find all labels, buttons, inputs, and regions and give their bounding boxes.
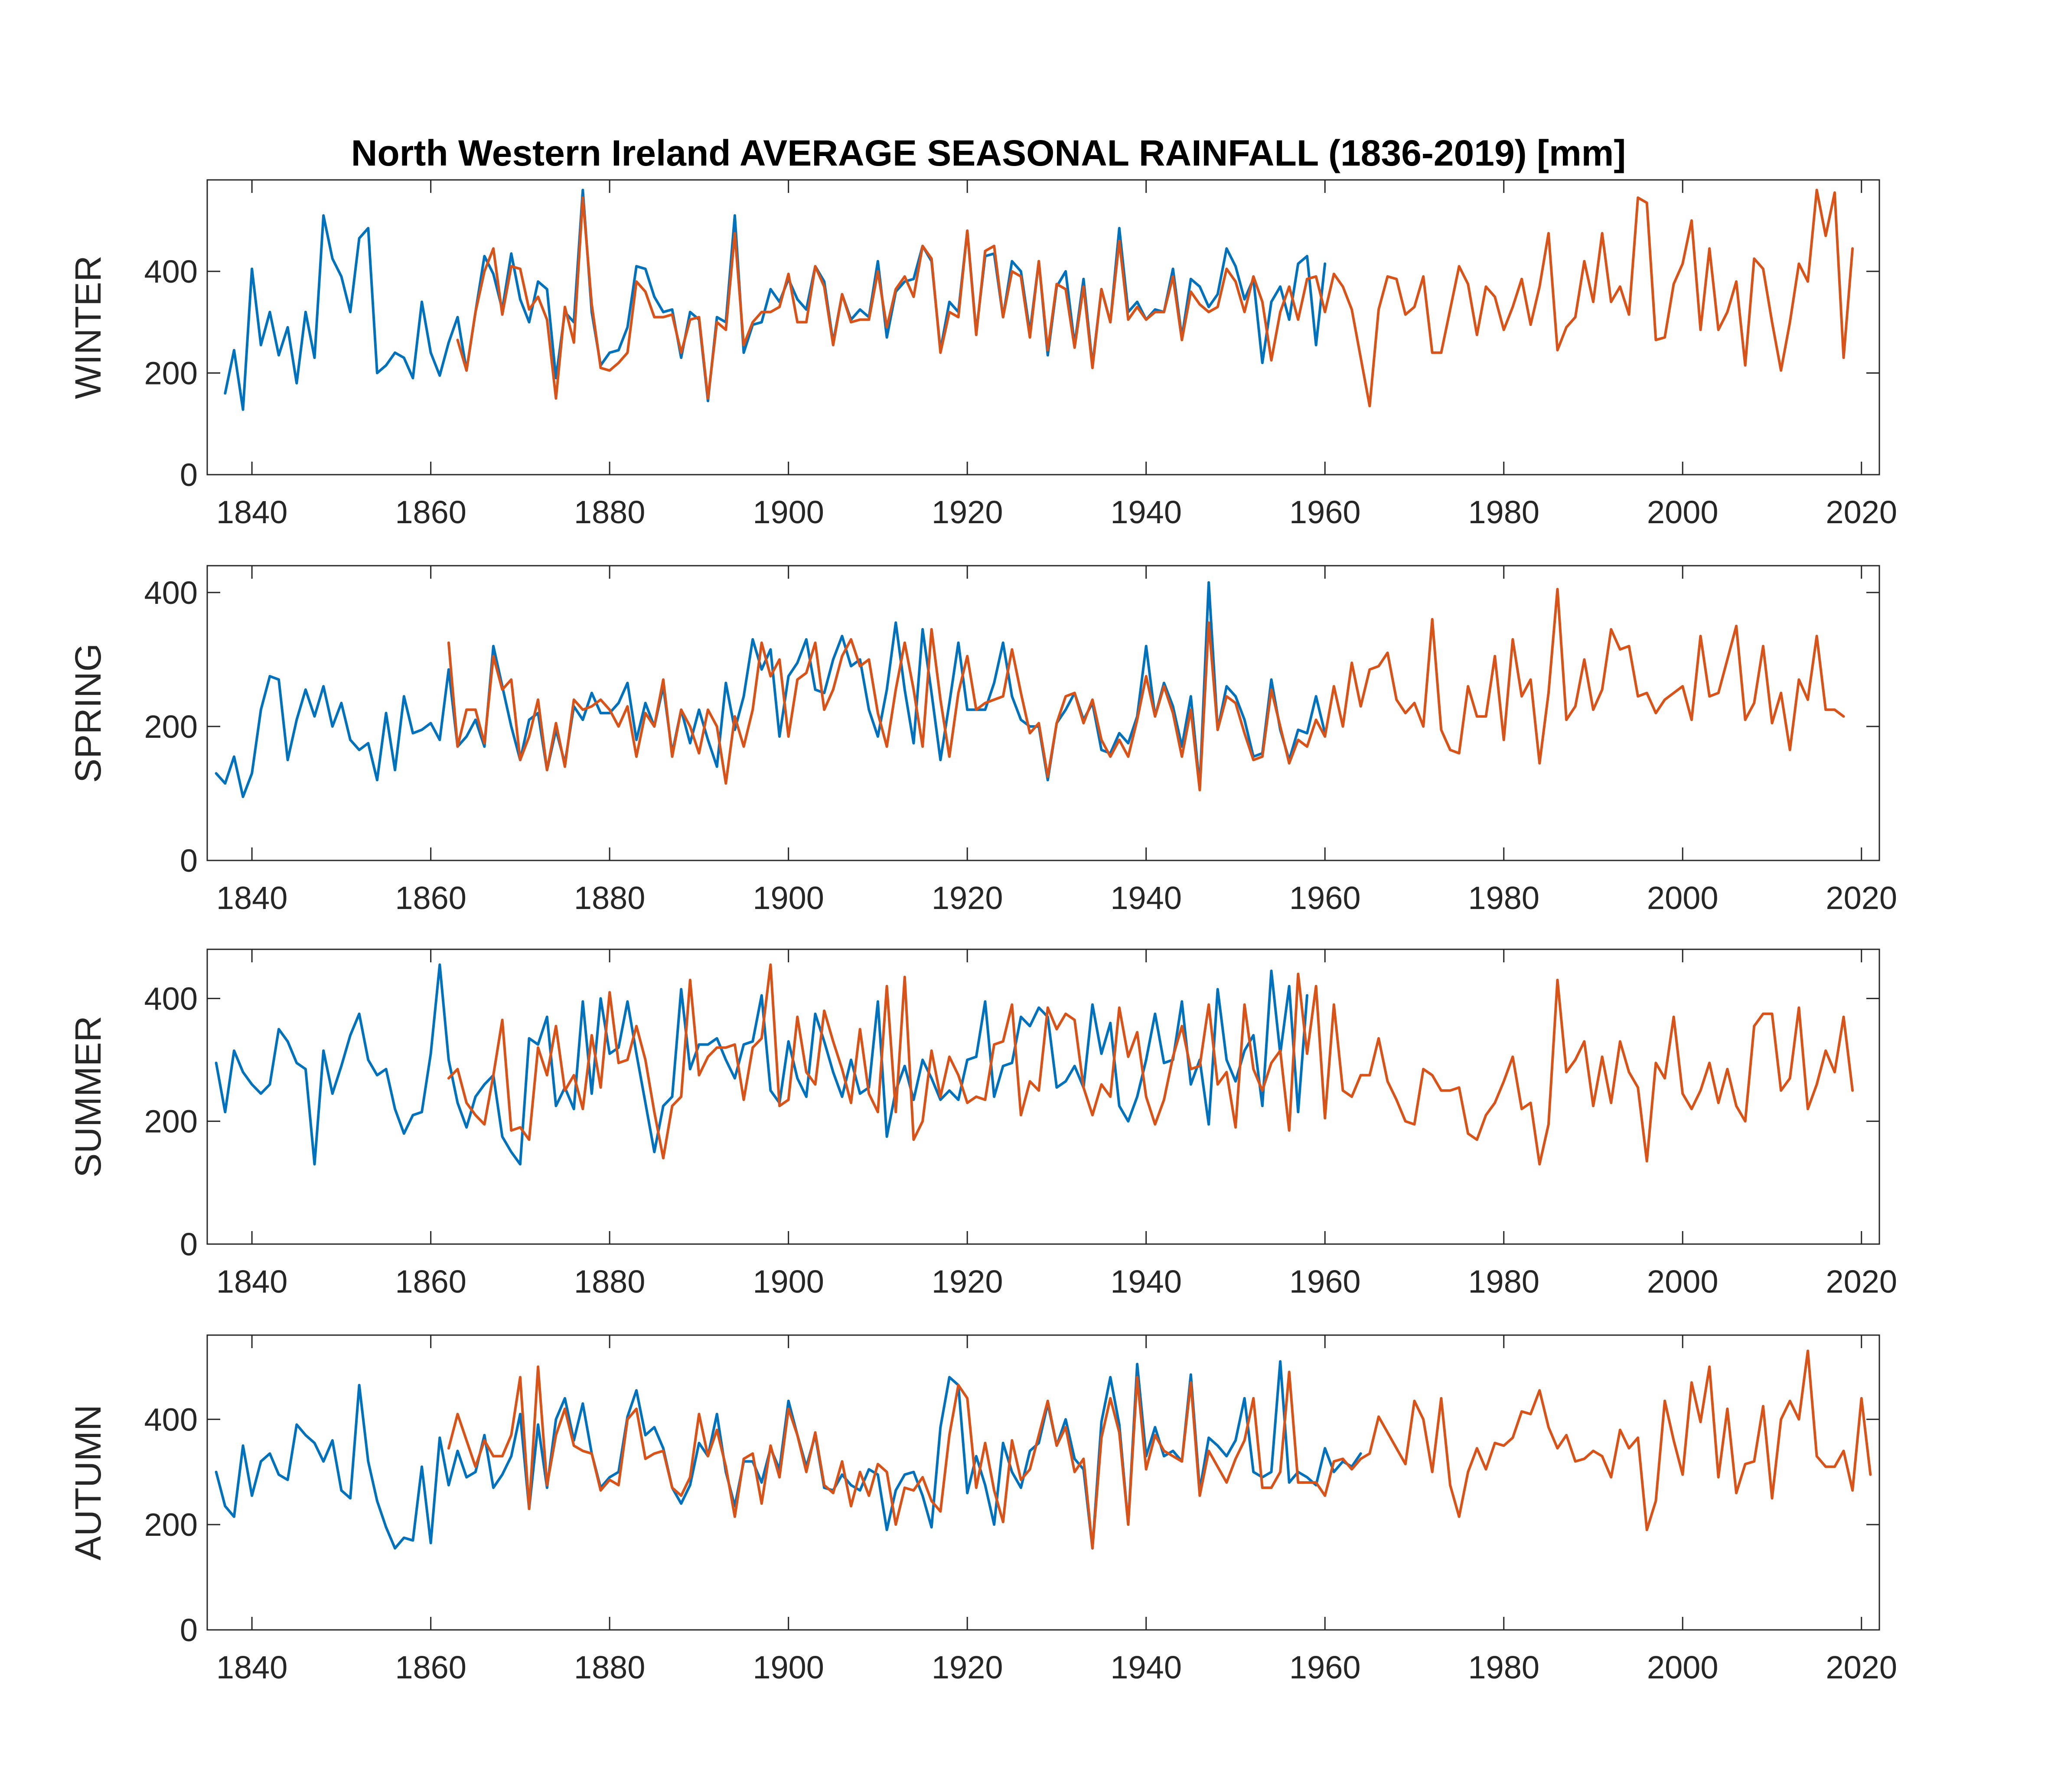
figure-title: North Western Ireland AVERAGE SEASONAL R… [351,133,1626,173]
x-tick-label: 1900 [753,1649,824,1685]
x-tick-label: 1840 [216,494,288,530]
x-tick-label: 2020 [1826,494,1897,530]
x-tick-label: 1860 [395,494,466,530]
x-tick-label: 2020 [1826,1649,1897,1685]
x-tick-label: 1920 [932,1264,1003,1300]
series-line-winter-1 [224,189,1327,411]
x-tick-label: 1880 [574,494,646,530]
x-tick-label: 1900 [753,880,824,916]
axes-box-autumn [206,1334,1880,1631]
chart-panels: 1840 1860 1880 1900 1920 1940 1960 1980 2000 2020… [68,179,1897,1685]
y-tick-label: 0 [180,843,198,879]
series-line-spring-2 [447,588,1845,792]
x-tick-label: 1940 [1110,494,1182,530]
y-tick-label: 400 [144,1401,198,1437]
x-tick-label: 1940 [1110,1649,1182,1685]
x-tick-label: 1840 [216,880,288,916]
y-axis-label-winter: WINTER [68,255,108,399]
x-tick-label: 1900 [753,1264,824,1300]
x-tick-label: 2000 [1647,494,1719,530]
panel-spring: 1840 1860 1880 1900 1920 1940 1960 1980 2000 2020… [68,565,1897,916]
x-tick-label: 1960 [1289,1649,1361,1685]
series-line-winter-2 [456,189,1854,407]
y-tick-label: 400 [144,254,198,290]
x-tick-label: 1960 [1289,1264,1361,1300]
x-tick-label: 1840 [216,1264,288,1300]
x-tick-label: 1960 [1289,494,1361,530]
y-axis-label-summer: SUMMER [68,1016,108,1177]
x-tick-label: 1980 [1468,494,1539,530]
panel-autumn: 1840 1860 1880 1900 1920 1940 1960 1980 2000 2020… [68,1334,1897,1685]
x-tick-label: 1980 [1468,880,1539,916]
y-axis-label-autumn: AUTUMN [68,1404,108,1560]
series-line-autumn-2 [447,1349,1872,1550]
y-tick-label: 400 [144,981,198,1017]
x-tick-label: 2000 [1647,880,1719,916]
x-tick-label: 1900 [753,494,824,530]
axes-box-winter [206,179,1880,476]
y-tick-label: 0 [180,1226,198,1262]
x-tick-label: 1860 [395,880,466,916]
panel-winter: 1840 1860 1880 1900 1920 1940 1960 1980 2000 2020… [68,179,1897,530]
y-tick-label: 200 [144,355,198,391]
series-line-spring-1 [215,581,1327,798]
y-tick-label: 0 [180,457,198,493]
axes-box-spring [206,565,1880,861]
x-tick-label: 1840 [216,1649,288,1685]
y-tick-label: 0 [180,1612,198,1648]
x-tick-label: 1920 [932,494,1003,530]
panel-summer: 1840 1860 1880 1900 1920 1940 1960 1980 2000 2020… [68,948,1897,1300]
x-tick-label: 1860 [395,1649,466,1685]
x-tick-label: 1920 [932,880,1003,916]
x-tick-label: 2020 [1826,880,1897,916]
series-line-summer-2 [447,963,1854,1166]
x-tick-label: 1980 [1468,1649,1539,1685]
x-tick-label: 1880 [574,1264,646,1300]
x-tick-label: 1940 [1110,880,1182,916]
y-tick-label: 200 [144,1104,198,1140]
x-tick-label: 1960 [1289,880,1361,916]
y-axis-label-spring: SPRING [68,643,108,783]
x-tick-label: 1940 [1110,1264,1182,1300]
x-tick-label: 1880 [574,1649,646,1685]
y-tick-label: 200 [144,709,198,745]
series-line-summer-1 [215,963,1308,1166]
x-tick-label: 2000 [1647,1264,1719,1300]
x-tick-label: 1920 [932,1649,1003,1685]
x-tick-label: 1980 [1468,1264,1539,1300]
y-tick-label: 400 [144,575,198,611]
axes-box-summer [206,948,1880,1245]
x-tick-label: 2020 [1826,1264,1897,1300]
x-tick-label: 1860 [395,1264,466,1300]
series-line-autumn-1 [215,1360,1362,1550]
x-tick-label: 2000 [1647,1649,1719,1685]
y-tick-label: 200 [144,1507,198,1543]
x-tick-label: 1880 [574,880,646,916]
